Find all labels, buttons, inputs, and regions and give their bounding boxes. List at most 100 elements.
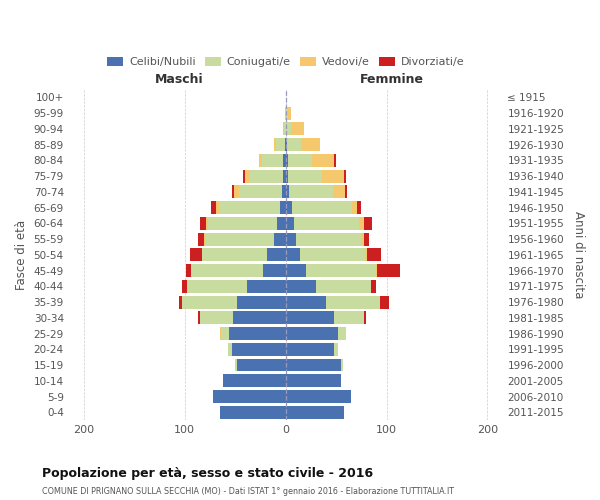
Y-axis label: Fasce di età: Fasce di età [15,220,28,290]
Bar [289,186,333,198]
Bar [229,327,286,340]
Bar [283,154,286,167]
Bar [191,264,263,277]
Bar [284,106,286,120]
Bar [208,217,277,230]
Bar [296,232,361,245]
Bar [300,248,365,262]
Bar [344,170,346,182]
Bar [306,264,376,277]
Bar [202,248,268,262]
Bar [220,406,286,418]
Bar [237,296,286,308]
Bar [232,186,234,198]
Bar [286,232,296,245]
Bar [286,280,316,293]
Bar [245,170,250,182]
Bar [219,201,280,214]
Bar [187,280,247,293]
Bar [286,343,334,355]
Bar [377,264,400,277]
Bar [376,264,377,277]
Bar [286,264,306,277]
Bar [380,296,389,308]
Bar [352,201,357,214]
Bar [206,217,208,230]
Bar [277,217,286,230]
Bar [182,280,187,293]
Bar [284,138,286,151]
Bar [286,406,344,418]
Bar [286,138,287,151]
Bar [341,358,343,372]
Bar [243,170,245,182]
Bar [239,186,281,198]
Bar [200,312,233,324]
Bar [280,201,286,214]
Bar [322,170,344,182]
Bar [235,358,237,372]
Bar [286,154,287,167]
Bar [237,358,286,372]
Text: Maschi: Maschi [155,74,204,86]
Bar [293,217,359,230]
Bar [287,106,290,120]
Bar [247,280,286,293]
Bar [213,390,286,403]
Bar [345,186,347,198]
Bar [234,186,239,198]
Bar [286,248,300,262]
Bar [179,296,182,308]
Bar [274,138,275,151]
Bar [287,154,312,167]
Bar [286,106,287,120]
Bar [198,232,204,245]
Bar [312,154,334,167]
Bar [359,217,364,230]
Bar [367,248,382,262]
Bar [228,343,232,355]
Legend: Celibi/Nubili, Coniugati/e, Vedovi/e, Divorziati/e: Celibi/Nubili, Coniugati/e, Vedovi/e, Di… [103,52,469,72]
Bar [287,138,301,151]
Bar [283,170,286,182]
Bar [286,374,341,387]
Bar [190,248,202,262]
Bar [286,201,292,214]
Bar [334,312,364,324]
Text: Femmine: Femmine [359,74,424,86]
Y-axis label: Anni di nascita: Anni di nascita [572,211,585,298]
Bar [364,312,367,324]
Bar [186,264,191,277]
Bar [334,343,338,355]
Bar [232,343,286,355]
Bar [301,138,320,151]
Bar [200,217,206,230]
Bar [216,201,219,214]
Bar [364,217,373,230]
Bar [283,122,284,136]
Bar [292,201,352,214]
Bar [287,170,322,182]
Bar [204,232,205,245]
Bar [286,390,351,403]
Bar [198,312,200,324]
Bar [259,154,262,167]
Bar [221,327,229,340]
Bar [286,312,334,324]
Bar [263,264,286,277]
Bar [284,122,286,136]
Bar [281,186,286,198]
Bar [361,232,364,245]
Bar [326,296,380,308]
Bar [364,232,370,245]
Bar [316,280,371,293]
Bar [223,374,286,387]
Bar [286,217,293,230]
Bar [286,296,326,308]
Bar [268,248,286,262]
Bar [211,201,216,214]
Bar [250,170,283,182]
Bar [286,122,290,136]
Bar [290,122,304,136]
Bar [286,358,341,372]
